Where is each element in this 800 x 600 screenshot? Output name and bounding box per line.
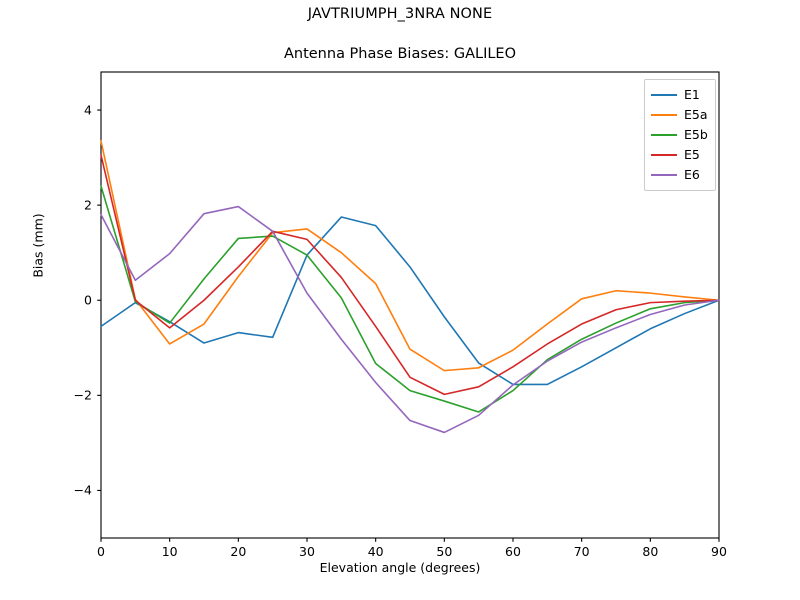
chart-legend: E1 E5a E5b E5 E6 — [644, 79, 716, 191]
legend-label: E5a — [684, 106, 708, 122]
x-tick-label: 60 — [505, 544, 521, 559]
y-tick-label: 4 — [84, 102, 92, 118]
legend-label: E1 — [684, 86, 700, 102]
legend-swatch-e5b — [651, 134, 677, 136]
y-axis-label: Bias (mm) — [30, 213, 46, 278]
figure-suptitle: JAVTRIUMPH_3NRA NONE — [307, 6, 493, 22]
legend-label: E5 — [684, 146, 700, 162]
x-tick-label: 70 — [573, 544, 590, 559]
legend-swatch-e1 — [651, 94, 677, 96]
series-line-e6 — [100, 205, 720, 434]
legend-swatch-e6 — [651, 174, 677, 176]
series-line-e5a — [100, 140, 720, 372]
x-axis-label: Elevation angle (degrees) — [319, 560, 481, 575]
x-tick-label: 40 — [367, 544, 384, 559]
x-tick-label: 20 — [230, 544, 247, 559]
legend-entry-e5: E5 — [651, 145, 709, 165]
x-tick-label: 50 — [436, 544, 453, 559]
y-tick-label: −2 — [73, 387, 92, 403]
y-tick-label: 0 — [84, 292, 92, 308]
x-tick-label: 0 — [97, 544, 105, 559]
legend-entry-e1: E1 — [651, 85, 709, 105]
x-tick-label: 10 — [161, 544, 178, 559]
y-tick-label: −4 — [73, 482, 92, 498]
axes-title: Antenna Phase Biases: GALILEO — [283, 46, 517, 62]
legend-swatch-e5 — [651, 154, 677, 156]
y-tick-label: 2 — [84, 197, 92, 213]
axes-frame — [100, 71, 720, 539]
axes-spines — [100, 71, 720, 539]
series-line-e5b — [100, 185, 720, 413]
legend-label: E5b — [684, 126, 708, 142]
legend-entry-e6: E6 — [651, 165, 709, 185]
legend-swatch-e5a — [651, 114, 677, 116]
x-tick-label: 80 — [642, 544, 659, 559]
legend-label: E6 — [684, 166, 700, 182]
x-tick-label: 90 — [711, 544, 727, 559]
series-lines — [100, 140, 720, 434]
series-line-e1 — [100, 216, 720, 386]
legend-entry-e5b: E5b — [651, 125, 709, 145]
series-line-e5 — [100, 154, 720, 396]
tick-marks — [97, 109, 720, 542]
x-tick-label: 30 — [299, 544, 315, 559]
legend-entry-e5a: E5a — [651, 105, 709, 125]
